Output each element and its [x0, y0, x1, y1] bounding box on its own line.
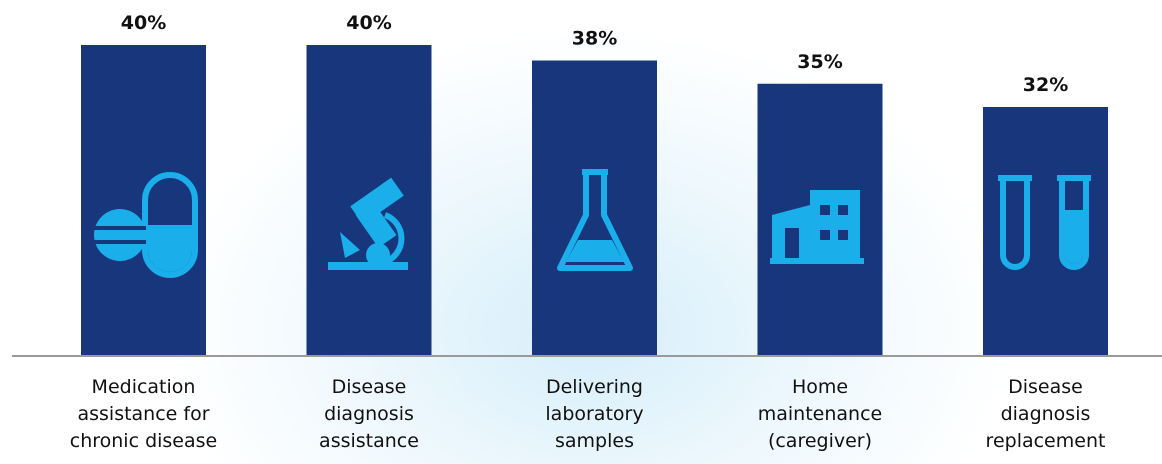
- bar: [532, 60, 657, 355]
- pill-icon: [94, 172, 198, 278]
- house-icon: [770, 190, 864, 264]
- value-label: 38%: [572, 28, 617, 50]
- category-label: Disease diagnosis assistance: [319, 376, 419, 452]
- value-label: 35%: [797, 51, 842, 73]
- test-tubes-icon: [998, 175, 1091, 270]
- category-label: Disease diagnosis replacement: [985, 376, 1106, 452]
- value-label: 40%: [121, 12, 166, 34]
- microscope-icon: [328, 177, 408, 270]
- bars: [81, 45, 1108, 355]
- category-label: Medication assistance for chronic diseas…: [69, 376, 218, 452]
- category-label: Delivering laboratory samples: [545, 376, 644, 452]
- category-label: Home maintenance (caregiver): [757, 376, 883, 452]
- value-label: 32%: [1023, 74, 1068, 96]
- flask-icon: [557, 169, 633, 271]
- value-label: 40%: [346, 12, 391, 34]
